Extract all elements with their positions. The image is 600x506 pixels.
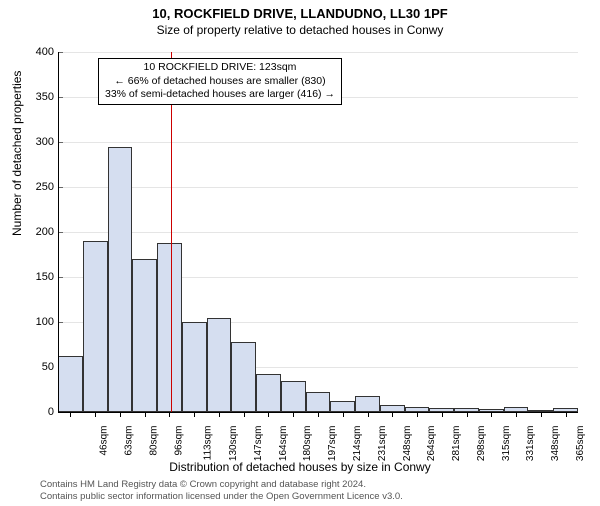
y-tick-label: 350 (24, 91, 54, 103)
histogram-bar (83, 241, 108, 412)
y-tick-label: 0 (24, 406, 54, 418)
x-tick-label: 180sqm (303, 426, 314, 462)
x-tick-label: 231sqm (377, 426, 388, 462)
x-tick-label: 197sqm (327, 426, 338, 462)
footer-line-1: Contains HM Land Registry data © Crown c… (40, 479, 403, 490)
annotation-line-3: 33% of semi-detached houses are larger (… (105, 88, 335, 102)
histogram-bar (380, 405, 405, 412)
histogram-bar (108, 147, 133, 413)
x-tick-label: 96sqm (173, 426, 184, 456)
x-tick-label: 130sqm (228, 426, 239, 462)
x-tick-label: 248sqm (402, 426, 413, 462)
x-tick-label: 147sqm (253, 426, 264, 462)
histogram-bar (355, 396, 380, 412)
x-tick-label: 331sqm (525, 426, 536, 462)
y-tick-label: 150 (24, 271, 54, 283)
histogram-bar (306, 392, 331, 412)
footer-line-2: Contains public sector information licen… (40, 491, 403, 502)
histogram-bar (182, 322, 207, 412)
y-tick-label: 200 (24, 226, 54, 238)
histogram-bar (231, 342, 256, 412)
chart-container: 10, ROCKFIELD DRIVE, LLANDUDNO, LL30 1PF… (0, 6, 600, 506)
y-tick-label: 100 (24, 316, 54, 328)
y-ticks: 050100150200250300350400 (20, 52, 58, 412)
property-marker-line (171, 52, 172, 412)
y-tick-label: 400 (24, 46, 54, 58)
x-tick-label: 63sqm (124, 426, 135, 456)
histogram-bar (58, 356, 83, 412)
y-tick-label: 300 (24, 136, 54, 148)
x-tick-label: 113sqm (203, 426, 214, 461)
histogram-bar (330, 401, 355, 412)
annotation-line-2: ← 66% of detached houses are smaller (83… (105, 75, 335, 89)
x-tick-label: 348sqm (550, 426, 561, 462)
histogram-bar (207, 318, 232, 413)
x-tick-label: 298sqm (476, 426, 487, 462)
histogram-bar (281, 381, 306, 412)
x-tick-label: 164sqm (278, 426, 289, 462)
x-tick-label: 80sqm (148, 426, 159, 456)
x-tick-label: 264sqm (426, 426, 437, 462)
annotation-box: 10 ROCKFIELD DRIVE: 123sqm← 66% of detac… (98, 58, 342, 105)
x-ticks: 46sqm 63sqm 80sqm 96sqm 113sqm 130sqm 147sqm 16… (58, 412, 578, 462)
x-tick-label: 46sqm (99, 426, 110, 456)
y-tick-label: 50 (24, 361, 54, 373)
plot-area: 10 ROCKFIELD DRIVE: 123sqm← 66% of detac… (58, 52, 578, 412)
x-tick-label: 365sqm (575, 426, 586, 462)
x-tick-label: 315sqm (501, 426, 512, 462)
chart-title: 10, ROCKFIELD DRIVE, LLANDUDNO, LL30 1PF (0, 6, 600, 21)
annotation-line-1: 10 ROCKFIELD DRIVE: 123sqm (105, 61, 335, 75)
histogram-bar (157, 243, 182, 412)
y-tick-label: 250 (24, 181, 54, 193)
histogram-bar (256, 374, 281, 412)
x-tick-label: 281sqm (451, 426, 462, 462)
chart-subtitle: Size of property relative to detached ho… (0, 23, 600, 37)
x-tick-label: 214sqm (352, 426, 363, 462)
x-axis-title: Distribution of detached houses by size … (0, 460, 600, 474)
histogram-bar (132, 259, 157, 412)
footer-attribution: Contains HM Land Registry data © Crown c… (40, 479, 403, 502)
